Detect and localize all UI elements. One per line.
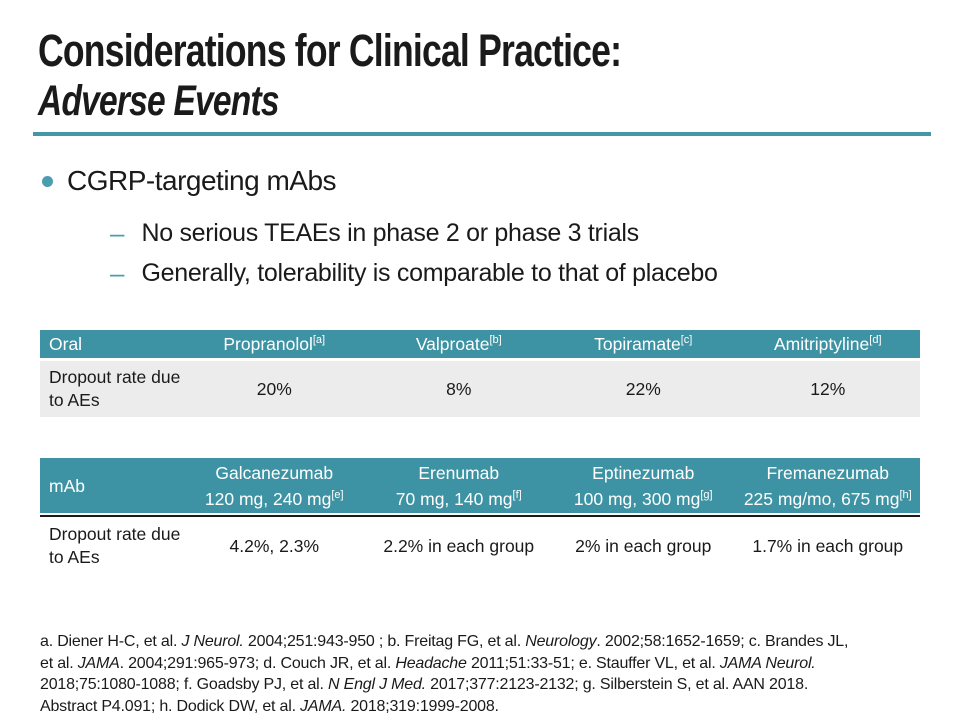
bullet-list: CGRP-targeting mAbs – No serious TEAEs in… <box>40 163 930 293</box>
reference-journal-italic: JAMA. <box>300 698 347 716</box>
oral-table-value-cell: 8% <box>446 378 472 399</box>
reference-segment: Abstract P4.091; h. Dodick DW, et al. <box>40 698 301 716</box>
oral-table-header-row: Oral Propranolol[a] Valproate[b] Topiramate… <box>40 330 920 358</box>
mab-table-header-cell: Erenumab 70 mg, 140 mg[f] <box>367 458 552 513</box>
bullet-dot-icon <box>42 176 53 187</box>
reference-segment: 2018;75:1080-1088; f. Goadsby PJ, et al. <box>40 676 329 694</box>
oral-table-header-cell: Propranolol[a] <box>182 330 367 358</box>
mab-table-drug-dose: 225 mg/mo, 675 mg[h] <box>743 488 912 509</box>
reference-segment: et al. <box>40 654 78 672</box>
mab-table-header-cell: mAb <box>40 458 182 513</box>
mab-table-body-row: Dropout rate due to AEs 4.2%, 2.3% 2.2% in… <box>40 515 920 575</box>
oral-table-body-row: Dropout rate due to AEs 20% 8% 22% 12% <box>40 361 920 417</box>
slide-title: Considerations for Clinical Practice: <box>38 25 622 76</box>
oral-drugs-table: Oral Propranolol[a] Valproate[b] Topiramate… <box>40 330 920 417</box>
sub-bullet-item: – Generally, tolerability is comparable t… <box>110 253 930 293</box>
oral-table-row-label: Dropout rate due to AEs <box>49 367 181 410</box>
oral-table-footnote-marker: [b] <box>489 334 502 347</box>
bullet-main-text: CGRP-targeting mAbs <box>67 165 337 196</box>
mab-table-drug-name: Erenumab <box>418 462 500 483</box>
mab-table-drug-name: Eptinezumab <box>592 462 695 483</box>
mab-table-drug-dose: 100 mg, 300 mg[g] <box>573 488 713 509</box>
mab-table-header-row: mAb Galcanezumab 120 mg, 240 mg[e] Erenumab… <box>40 458 920 513</box>
dash-bullet-marker: – <box>110 258 125 288</box>
reference-line: et al. JAMA. 2004;291:965-973; d. Couch … <box>40 653 940 675</box>
mab-table-value-cell: 2.2% in each group <box>383 535 535 556</box>
reference-segment: . 2004;291:965-973; d. Couch JR, et al. <box>119 654 396 672</box>
reference-line: a. Diener H-C, et al. J Neurol. 2004;251… <box>40 631 940 653</box>
mab-table-drug-dose: 120 mg, 240 mg[e] <box>204 488 344 509</box>
reference-line: Abstract P4.091; h. Dodick DW, et al. JA… <box>40 696 940 718</box>
mab-table-header-cell: Eptinezumab 100 mg, 300 mg[g] <box>551 458 736 513</box>
oral-table-footnote-marker: [d] <box>869 334 882 347</box>
reference-segment: a. Diener H-C, et al. <box>40 633 182 650</box>
mab-table-value-cell: 1.7% in each group <box>752 535 904 556</box>
oral-table-header-cell: Oral <box>40 330 182 358</box>
sub-bullet-text: Generally, tolerability is comparable to… <box>141 259 718 287</box>
mab-table-header-cell: Galcanezumab 120 mg, 240 mg[e] <box>182 458 367 513</box>
oral-table-header-cell: Valproate[b] <box>367 330 552 358</box>
mab-table-footnote-marker: [g] <box>700 488 713 501</box>
reference-segment: 2011;51:33-51; e. Stauffer VL, et al. <box>466 654 720 672</box>
reference-journal-italic: N Engl J Med. <box>328 676 426 694</box>
reference-segment: 2018;319:1999-2008. <box>346 698 499 716</box>
oral-table-drug-name: Valproate[b] <box>415 334 502 354</box>
reference-segment: 2017;377:2123-2132; g. Silberstein S, et… <box>425 676 809 694</box>
bullet-item-main: CGRP-targeting mAbs <box>40 163 930 199</box>
mab-table-drug-name: mAb <box>49 475 85 496</box>
oral-table-header-cell: Amitriptyline[d] <box>736 330 921 358</box>
reference-journal-italic: J Neurol. <box>181 633 244 650</box>
slide-subtitle: Adverse Events <box>38 77 280 125</box>
oral-table-drug-name: Amitriptyline[d] <box>773 334 882 354</box>
mab-table-drug-dose: 70 mg, 140 mg[f] <box>395 488 522 509</box>
mab-table-drug-name: Galcanezumab <box>215 462 334 483</box>
dash-bullet-marker: – <box>110 218 125 248</box>
mab-table-footnote-marker: [f] <box>512 488 522 501</box>
mab-table-drug-name: Fremanezumab <box>766 462 890 483</box>
reference-journal-italic: Neurology <box>525 633 597 650</box>
reference-journal-italic: JAMA Neurol. <box>719 654 816 672</box>
reference-segment: 2004;251:943-950 ; b. Freitag FG, et al. <box>243 633 526 650</box>
references-block: a. Diener H-C, et al. J Neurol. 2004;251… <box>40 631 940 718</box>
sub-bullet-text: No serious TEAEs in phase 2 or phase 3 t… <box>141 219 639 247</box>
mab-table-row-label: Dropout rate due to AEs <box>49 524 181 567</box>
mab-table-footnote-marker: [h] <box>899 488 912 501</box>
oral-table-value-cell: 12% <box>810 378 846 399</box>
mab-table-header-cell: Fremanezumab 225 mg/mo, 675 mg[h] <box>736 458 921 513</box>
sub-bullet-list: – No serious TEAEs in phase 2 or phase 3 … <box>40 213 930 293</box>
oral-table-drug-name: Oral <box>49 334 83 354</box>
oral-table-footnote-marker: [c] <box>680 334 693 347</box>
oral-table-drug-name: Propranolol[a] <box>223 334 326 354</box>
oral-table-value-cell: 22% <box>625 378 661 399</box>
oral-table-drug-name: Topiramate[c] <box>594 334 693 354</box>
oral-table-footnote-marker: [a] <box>312 334 326 347</box>
reference-journal-italic: Headache <box>395 654 467 672</box>
mab-table-value-cell: 2% in each group <box>575 535 712 556</box>
reference-segment: . 2002;58:1652-1659; c. Brandes JL, <box>596 633 849 650</box>
title-divider-rule <box>33 132 931 136</box>
reference-line: 2018;75:1080-1088; f. Goadsby PJ, et al.… <box>40 674 940 696</box>
mab-table-footnote-marker: [e] <box>331 488 344 501</box>
reference-journal-italic: JAMA <box>77 654 120 672</box>
oral-table-header-cell: Topiramate[c] <box>551 330 736 358</box>
sub-bullet-item: – No serious TEAEs in phase 2 or phase 3 … <box>110 213 930 253</box>
mab-drugs-table: mAb Galcanezumab 120 mg, 240 mg[e] Erenumab… <box>40 458 920 575</box>
oral-table-value-cell: 20% <box>256 378 292 399</box>
mab-table-value-cell: 4.2%, 2.3% <box>229 535 320 556</box>
